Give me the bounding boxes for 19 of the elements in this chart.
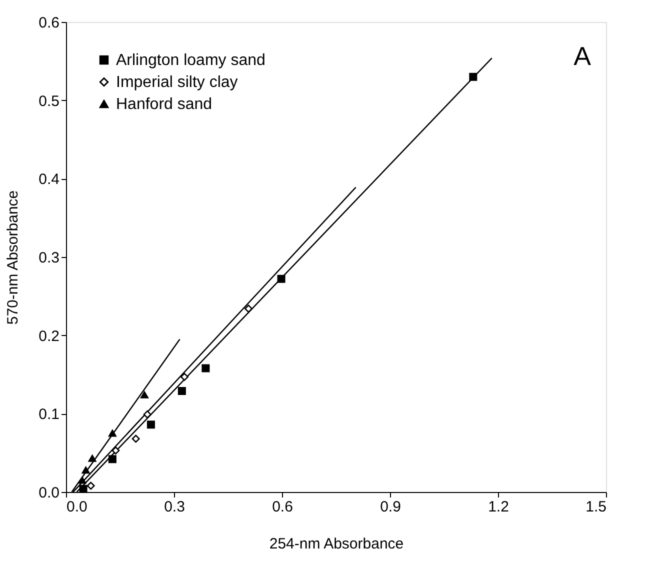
legend-label: Hanford sand — [116, 96, 212, 113]
y-tick-label: 0.6 — [38, 14, 60, 32]
x-tick-label: 1.5 — [586, 498, 606, 516]
y-tick-label: 0.1 — [38, 406, 60, 424]
x-tick-label: 0.0 — [66, 498, 88, 516]
x-tick-label: 0.3 — [164, 498, 185, 516]
y-tick-label: 0.0 — [38, 484, 60, 502]
x-tick-label: 0.9 — [380, 498, 401, 516]
y-tick-label: 0.4 — [38, 171, 60, 188]
annotation: A — [574, 41, 592, 71]
legend-label: Arlington loamy sand — [116, 52, 266, 69]
y-tick-label: 0.3 — [38, 250, 60, 266]
x-axis-title: 254-nm Absorbance — [269, 536, 404, 552]
y-tick-label: 0.2 — [38, 328, 60, 345]
y-tick-label: 0.5 — [38, 92, 60, 110]
x-tick-label: 1.2 — [488, 498, 509, 516]
legend-label: Imperial silty clay — [116, 74, 238, 91]
x-tick-label: 0.6 — [272, 498, 293, 516]
y-axis-title: 570-nm Absorbance — [4, 190, 22, 325]
